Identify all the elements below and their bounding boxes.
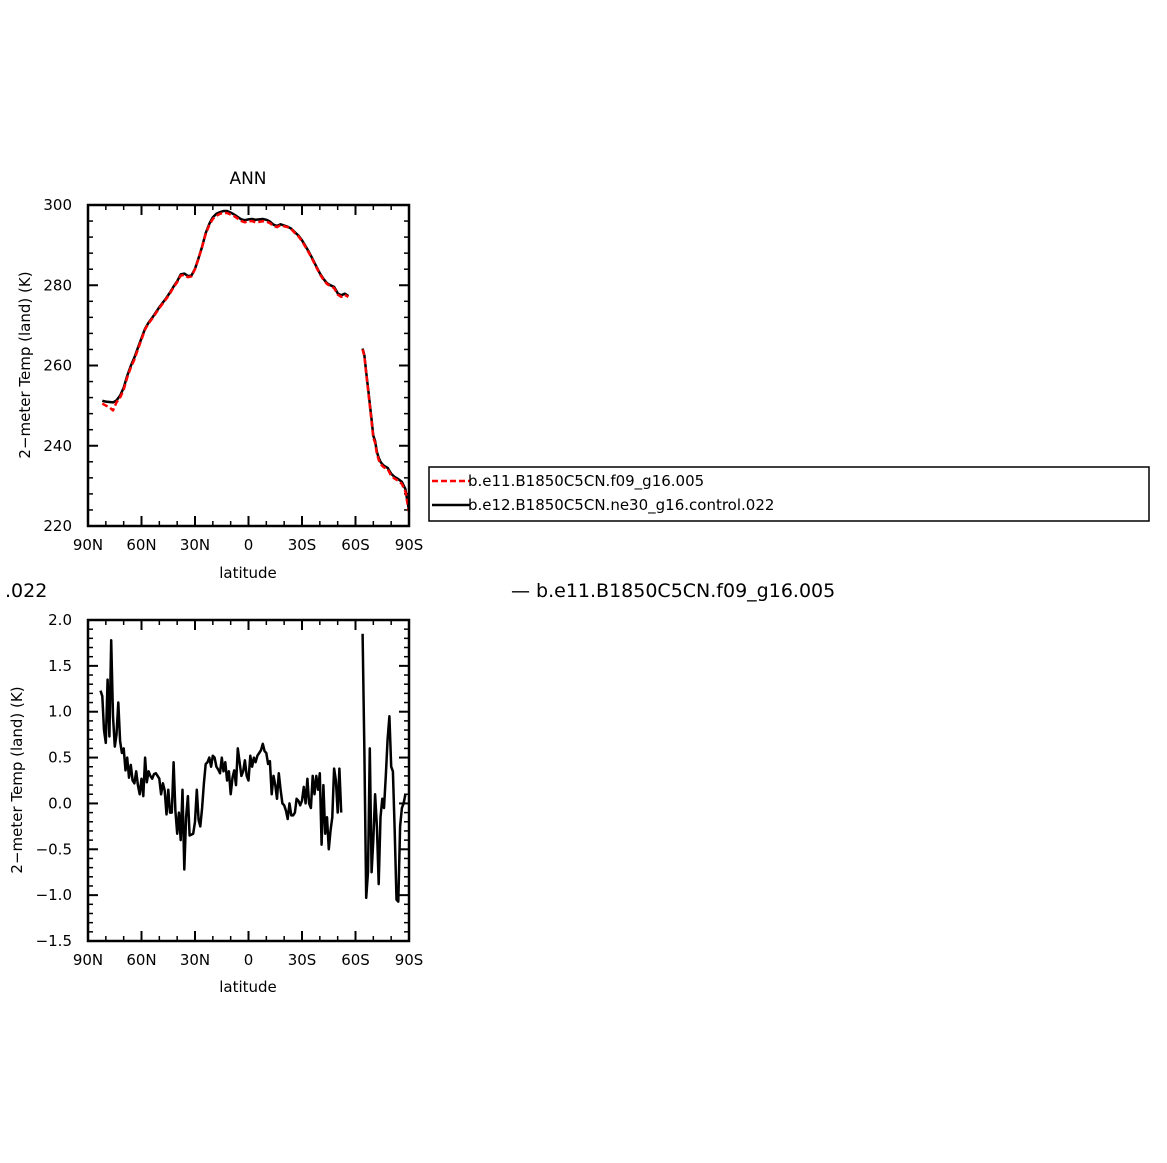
x-tick-label: 0 bbox=[244, 951, 254, 969]
clipped-legend-fragment-left: .022 bbox=[5, 580, 47, 602]
series-line-black-segment-1 bbox=[361, 633, 407, 903]
y-tick-label: 260 bbox=[43, 357, 72, 375]
series-line-red-dashed-segment-1 bbox=[361, 349, 411, 513]
bottom-x-axis-label: latitude bbox=[219, 978, 277, 996]
top-plot-frame bbox=[86, 203, 411, 528]
bottom-y-axis-label: 2−meter Temp (land) (K) bbox=[8, 686, 26, 873]
bottom-series bbox=[99, 633, 407, 903]
x-tick-label: 60S bbox=[341, 536, 370, 554]
top-tick-labels: 90N 60N 30N 0 30S 60S 90S 220 240 260 280 300 bbox=[43, 196, 423, 554]
y-tick-label: −0.5 bbox=[36, 840, 72, 858]
bottom-panel: 90N 60N 30N 0 30S 60S 90S −1.5 −1.0 −0.5 0.0 0.5 1.0… bbox=[8, 611, 423, 996]
series-line-red-dashed-segment-0 bbox=[101, 211, 350, 412]
x-tick-label: 60N bbox=[126, 951, 156, 969]
x-tick-label: 30S bbox=[288, 536, 317, 554]
x-tick-label: 30N bbox=[180, 536, 210, 554]
y-tick-label: 1.0 bbox=[48, 703, 72, 721]
top-series bbox=[101, 209, 411, 513]
y-tick-label: −1.5 bbox=[36, 932, 72, 950]
x-tick-label: 60N bbox=[126, 536, 156, 554]
top-x-axis-label: latitude bbox=[219, 564, 277, 582]
y-tick-label: 0.0 bbox=[48, 794, 72, 812]
series-line-black-segment-0 bbox=[102, 209, 350, 404]
x-tick-label: 30S bbox=[288, 951, 317, 969]
series-line-black-segment-0 bbox=[99, 638, 343, 871]
x-tick-label: 90S bbox=[395, 951, 424, 969]
bottom-plot-frame bbox=[86, 618, 411, 943]
y-tick-label: 220 bbox=[43, 517, 72, 535]
x-tick-label: 90N bbox=[73, 536, 103, 554]
x-tick-label: 90S bbox=[395, 536, 424, 554]
y-tick-label: −1.0 bbox=[36, 886, 72, 904]
y-tick-label: 280 bbox=[43, 276, 72, 294]
series-line-black-segment-1 bbox=[361, 348, 411, 511]
top-chart-title: ANN bbox=[229, 169, 266, 189]
top-y-axis-label: 2−meter Temp (land) (K) bbox=[16, 271, 34, 458]
y-tick-label: 1.5 bbox=[48, 657, 72, 675]
x-tick-label: 90N bbox=[73, 951, 103, 969]
top-axis-ticks bbox=[87, 204, 410, 527]
legend-label-0: b.e11.B1850C5CN.f09_g16.005 bbox=[468, 472, 704, 491]
y-tick-label: 240 bbox=[43, 437, 72, 455]
legend-label-1: b.e12.B1850C5CN.ne30_g16.control.022 bbox=[468, 496, 774, 515]
clipped-legend-fragment-right: — b.e11.B1850C5CN.f09_g16.005 bbox=[511, 580, 835, 602]
y-tick-label: 2.0 bbox=[48, 611, 72, 629]
y-tick-label: 300 bbox=[43, 196, 72, 214]
legend: b.e11.B1850C5CN.f09_g16.005 b.e12.B1850C… bbox=[428, 466, 1150, 522]
top-panel: ANN 90N 60N 30N 0 30S 60S 90S 220 240 260 280 300 l… bbox=[16, 169, 423, 582]
bottom-tick-labels: 90N 60N 30N 0 30S 60S 90S −1.5 −1.0 −0.5 0.0 0.5 1.0… bbox=[36, 611, 424, 969]
x-tick-label: 0 bbox=[244, 536, 254, 554]
legend-box bbox=[428, 466, 1150, 522]
y-tick-label: 0.5 bbox=[48, 749, 72, 767]
x-tick-label: 30N bbox=[180, 951, 210, 969]
x-tick-label: 60S bbox=[341, 951, 370, 969]
